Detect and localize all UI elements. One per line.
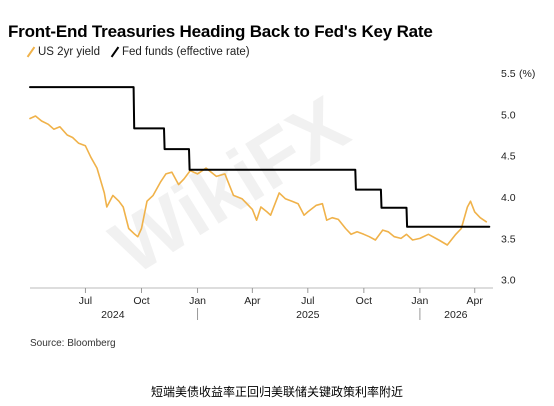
- chinese-caption: 短端美债收益率正回归美联储关键政策利率附近: [150, 385, 403, 399]
- x-tick-label: Oct: [133, 295, 149, 307]
- year-label: 2026: [444, 309, 468, 321]
- series-line-fed-funds: [29, 86, 491, 228]
- y-tick-label: 3.5: [501, 233, 516, 245]
- y-tick-label: 4.5: [501, 151, 516, 163]
- year-label: 2024: [101, 309, 125, 321]
- legend-item-fed: Fed funds (effective rate): [110, 46, 250, 58]
- chart-legend: US 2yr yield Fed funds (effective rate): [26, 46, 250, 58]
- series-line-us-2yr-yield: [29, 115, 488, 246]
- x-tick-label: Jul: [79, 295, 92, 307]
- y-tick-label: 5.0: [501, 109, 516, 121]
- legend-item-yield: US 2yr yield: [26, 46, 100, 58]
- x-tick-label: Jan: [189, 295, 206, 307]
- chart-title: Front-End Treasuries Heading Back to Fed…: [8, 22, 433, 41]
- y-tick-label: 5.5: [501, 68, 516, 80]
- x-tick-label: Apr: [244, 295, 261, 307]
- x-tick-label: Jul: [301, 295, 314, 307]
- y-tick-label: 4.0: [501, 192, 516, 204]
- legend-label-fed: Fed funds (effective rate): [122, 46, 250, 58]
- y-unit-label: (%): [519, 68, 535, 80]
- x-tick-label: Apr: [467, 295, 484, 307]
- source-note: Source: Bloomberg: [30, 338, 116, 349]
- x-tick-label: Oct: [356, 295, 372, 307]
- y-tick-label: 3.0: [501, 275, 516, 287]
- year-label: 2025: [296, 309, 320, 321]
- x-tick-label: Jan: [411, 295, 428, 307]
- legend-label-yield: US 2yr yield: [38, 46, 100, 58]
